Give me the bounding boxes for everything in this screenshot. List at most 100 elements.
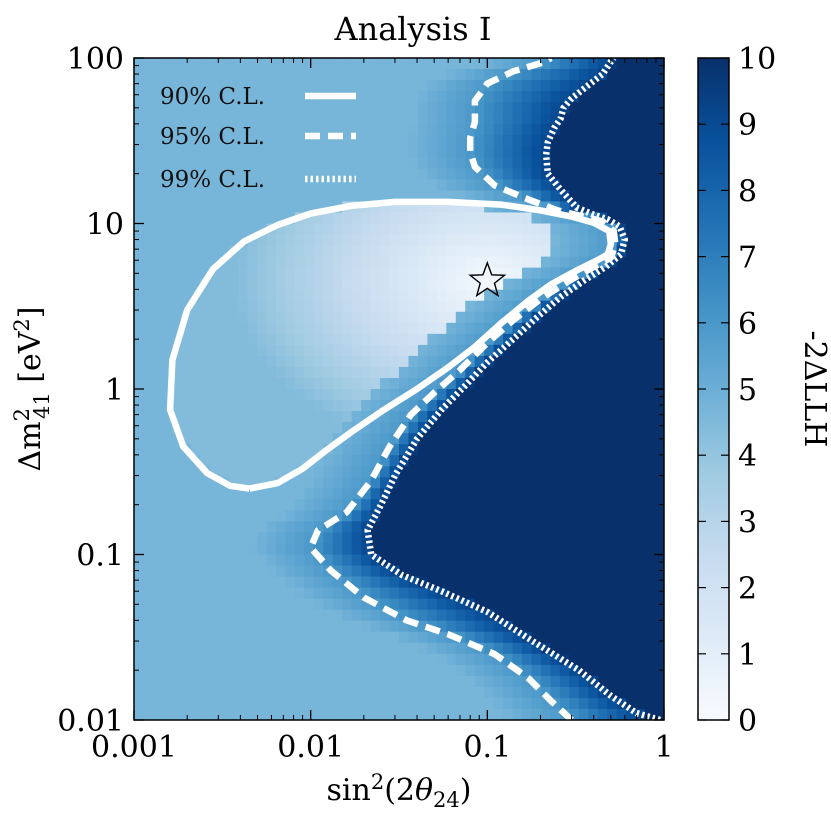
heatmap-cell xyxy=(455,267,466,280)
heatmap-cell xyxy=(484,455,495,467)
heatmap-cell xyxy=(332,311,343,324)
heatmap-cell xyxy=(294,422,305,434)
heatmap-cell xyxy=(616,411,627,423)
heatmap-cell xyxy=(616,675,627,688)
heatmap-cell xyxy=(455,444,466,456)
heatmap-cell xyxy=(474,212,485,225)
heatmap-cell xyxy=(645,377,656,390)
heatmap-cell xyxy=(143,80,154,92)
heatmap-cell xyxy=(512,69,523,81)
heatmap-cell xyxy=(645,576,656,589)
heatmap-cell xyxy=(531,598,542,611)
heatmap-cell xyxy=(569,157,580,169)
heatmap-cell xyxy=(304,587,315,600)
heatmap-cell xyxy=(134,411,145,423)
heatmap-cell xyxy=(512,411,523,423)
heatmap-cell xyxy=(313,344,324,357)
heatmap-cell xyxy=(493,300,504,313)
heatmap-cell xyxy=(342,664,353,677)
heatmap-cell xyxy=(417,675,428,688)
heatmap-cell xyxy=(474,113,485,125)
heatmap-cell xyxy=(645,543,656,556)
heatmap-cell xyxy=(304,521,315,534)
heatmap-cell xyxy=(427,344,438,357)
heatmap-cell xyxy=(635,366,646,379)
heatmap-cell xyxy=(559,499,570,511)
heatmap-cell xyxy=(209,289,220,302)
heatmap-cell xyxy=(474,576,485,589)
heatmap-cell xyxy=(209,278,220,291)
heatmap-cell xyxy=(635,708,646,720)
heatmap-cell xyxy=(181,289,192,302)
heatmap-cell xyxy=(294,179,305,191)
heatmap-cell xyxy=(446,102,457,114)
heatmap-cell xyxy=(389,433,400,445)
heatmap-cell xyxy=(238,565,249,578)
heatmap-cell xyxy=(313,697,324,710)
heatmap-cell xyxy=(635,311,646,324)
heatmap-cell xyxy=(162,411,173,423)
heatmap-cell xyxy=(134,554,145,567)
heatmap-cell xyxy=(361,80,372,92)
heatmap-cell xyxy=(238,697,249,710)
heatmap-cell xyxy=(436,433,447,445)
heatmap-cell xyxy=(228,223,239,236)
heatmap-cell xyxy=(152,708,163,720)
heatmap-cell xyxy=(550,587,561,600)
heatmap-cell xyxy=(522,499,533,511)
heatmap-cell xyxy=(540,333,552,346)
heatmap-cell xyxy=(332,708,343,720)
heatmap-cell xyxy=(304,278,315,291)
heatmap-cell xyxy=(436,686,447,699)
heatmap-cell xyxy=(238,256,249,269)
heatmap-cell xyxy=(569,179,580,191)
heatmap-cell xyxy=(493,146,504,158)
heatmap-cell xyxy=(313,708,324,720)
heatmap-cell xyxy=(266,455,277,467)
heatmap-cell xyxy=(219,377,230,390)
heatmap-cell xyxy=(209,565,220,578)
heatmap-cell xyxy=(257,168,268,180)
heatmap-cell xyxy=(399,521,410,534)
heatmap-cell xyxy=(559,146,570,158)
heatmap-cell xyxy=(588,664,599,677)
heatmap-cell xyxy=(370,267,381,280)
heatmap-cell xyxy=(626,488,637,500)
heatmap-cell xyxy=(635,267,646,280)
heatmap-cell xyxy=(455,521,466,534)
heatmap-cell xyxy=(493,708,504,720)
heatmap-cell xyxy=(171,598,182,611)
heatmap-cell xyxy=(645,653,656,666)
heatmap-cell xyxy=(342,565,353,578)
heatmap-cell xyxy=(323,642,334,655)
heatmap-cell xyxy=(522,344,533,357)
heatmap-cell xyxy=(654,355,664,368)
heatmap-cell xyxy=(635,212,646,225)
heatmap-cell xyxy=(559,168,570,180)
heatmap-cell xyxy=(351,532,362,545)
heatmap-cell xyxy=(616,554,627,567)
heatmap-cell xyxy=(399,223,410,236)
heatmap-cell xyxy=(342,80,353,92)
heatmap-cell xyxy=(200,179,211,191)
heatmap-cell xyxy=(503,157,514,169)
heatmap-cell xyxy=(219,146,230,158)
heatmap-cell xyxy=(143,686,154,699)
heatmap-cell xyxy=(266,565,277,578)
heatmap-cell xyxy=(597,411,608,423)
heatmap-cell xyxy=(228,444,239,456)
heatmap-cell xyxy=(389,554,400,567)
heatmap-cell xyxy=(190,267,201,280)
y-tick-label: 1 xyxy=(105,373,124,408)
heatmap-cell xyxy=(370,245,381,258)
heatmap-cell xyxy=(370,532,381,545)
heatmap-cell xyxy=(389,69,400,81)
heatmap-cell xyxy=(181,69,192,81)
heatmap-cell xyxy=(247,697,258,710)
heatmap-cell xyxy=(152,146,163,158)
heatmap-cell xyxy=(200,433,211,445)
heatmap-cell xyxy=(569,80,580,92)
heatmap-cell xyxy=(503,300,514,313)
